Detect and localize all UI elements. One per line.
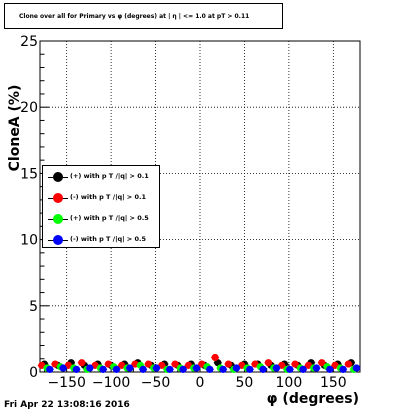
- data-point: [246, 365, 254, 373]
- data-point: [352, 364, 361, 372]
- chart-title-box: Clone over all for Primary vs φ (degrees…: [4, 3, 283, 29]
- data-point: [326, 365, 334, 373]
- data-point: [78, 359, 86, 367]
- data-point: [139, 365, 147, 373]
- legend-marker-dot: [53, 193, 63, 203]
- data-point: [232, 364, 241, 372]
- data-point: [38, 361, 46, 369]
- data-point: [166, 365, 174, 373]
- legend-label: (-) with p T /|q| > 0.5: [70, 235, 147, 243]
- legend-marker-dot: [53, 172, 63, 182]
- data-point: [198, 360, 206, 368]
- x-tick-label: 0: [196, 375, 205, 391]
- chart-title: Clone over all for Primary vs φ (degrees…: [19, 12, 250, 20]
- data-point: [184, 361, 193, 369]
- data-point: [104, 360, 113, 368]
- data-point: [339, 365, 347, 373]
- data-point: [64, 361, 73, 369]
- data-point: [251, 360, 259, 368]
- legend-label: (+) with p T /|q| > 0.1: [70, 172, 149, 180]
- data-point: [152, 364, 161, 372]
- data-point: [344, 360, 353, 368]
- y-tick-label: 5: [29, 299, 38, 315]
- legend-label: (-) with p T /|q| > 0.1: [70, 193, 147, 201]
- data-point: [312, 364, 321, 372]
- x-tick-label: 150: [320, 375, 347, 391]
- legend-marker-dot: [53, 235, 63, 245]
- x-tick-label: −150: [47, 375, 85, 391]
- data-point: [86, 364, 94, 372]
- data-point: [192, 364, 201, 372]
- data-point: [144, 360, 153, 368]
- data-point: [272, 364, 281, 372]
- legend-item-neg-01: (-) with p T /|q| > 0.1: [43, 188, 159, 208]
- y-axis-label: CloneA (%): [7, 84, 23, 172]
- data-point: [206, 365, 214, 373]
- data-point: [299, 365, 307, 373]
- y-tick-label: 10: [20, 233, 38, 249]
- data-point: [158, 361, 166, 369]
- data-point: [72, 365, 81, 373]
- data-point: [171, 360, 179, 368]
- y-tick-label: 20: [20, 100, 38, 116]
- x-axis-label: φ (degrees): [266, 391, 359, 407]
- data-point: [224, 360, 233, 368]
- data-point: [126, 364, 134, 372]
- y-tick-label: 0: [29, 365, 38, 381]
- legend-label: (+) with p T /|q| > 0.5: [70, 214, 149, 222]
- data-point: [91, 361, 99, 369]
- data-point: [238, 361, 246, 369]
- data-point: [99, 365, 107, 373]
- data-point: [259, 365, 267, 373]
- data-point: [264, 359, 273, 367]
- legend-item-neg-05: (-) with p T /|q| > 0.5: [43, 230, 159, 250]
- data-point: [51, 360, 59, 368]
- data-point: [291, 360, 299, 368]
- data-point: [331, 361, 339, 369]
- x-tick-label: −50: [141, 375, 171, 391]
- data-point: [112, 365, 121, 373]
- x-tick-label: −100: [92, 375, 130, 391]
- data-point: [46, 365, 54, 373]
- y-tick-label: 25: [20, 34, 38, 50]
- legend-item-pos-01: (+) with p T /|q| > 0.1: [43, 167, 159, 187]
- legend: (+) with p T /|q| > 0.1 (-) with p T /|q…: [42, 165, 160, 248]
- timestamp-footer: Fri Apr 22 13:08:16 2016: [4, 400, 130, 410]
- data-point: [211, 353, 219, 362]
- x-tick-label: 100: [276, 375, 303, 391]
- data-point: [219, 365, 227, 373]
- x-tick-label: 50: [236, 375, 254, 391]
- y-tick-label: 15: [20, 166, 38, 182]
- data-point: [118, 361, 126, 369]
- data-point: [214, 359, 222, 367]
- data-point: [286, 365, 294, 373]
- legend-marker-dot: [53, 214, 63, 224]
- legend-item-pos-05: (+) with p T /|q| > 0.5: [43, 209, 159, 229]
- data-point: [278, 361, 286, 369]
- data-point: [179, 365, 187, 373]
- data-point: [59, 364, 67, 372]
- data-point: [304, 361, 313, 369]
- data-point: [318, 359, 326, 367]
